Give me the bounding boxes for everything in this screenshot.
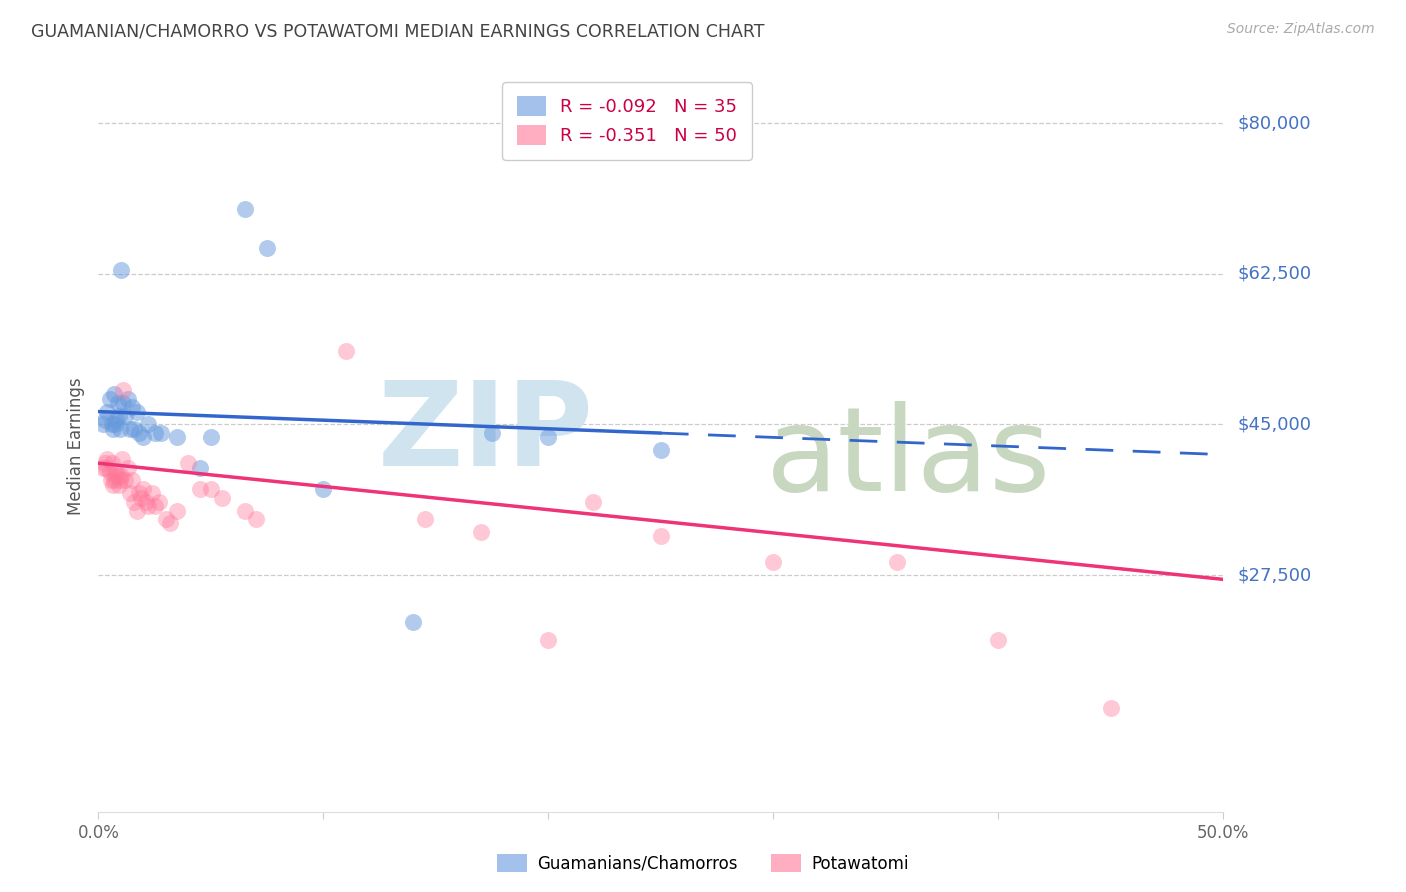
Point: [141, 486, 163, 500]
Point: [762, 555, 785, 569]
Point: [121, 401, 143, 415]
Point: [110, 262, 132, 277]
Point: [245, 512, 267, 526]
Point: [143, 426, 166, 441]
Point: [104, 417, 127, 432]
Point: [98, 392, 121, 406]
Point: [96, 460, 118, 475]
Point: [188, 482, 211, 496]
Point: [105, 413, 128, 427]
Point: [136, 417, 159, 432]
Point: [155, 512, 177, 526]
Text: GUAMANIAN/CHAMORRO VS POTAWATOMI MEDIAN EARNINGS CORRELATION CHART: GUAMANIAN/CHAMORRO VS POTAWATOMI MEDIAN …: [31, 22, 765, 40]
Point: [101, 477, 124, 491]
Point: [128, 486, 150, 500]
Text: ZIP: ZIP: [377, 376, 593, 491]
Text: $27,500: $27,500: [1237, 566, 1312, 584]
Point: [108, 474, 131, 488]
Point: [101, 417, 124, 432]
Text: atlas: atlas: [766, 401, 1050, 516]
Text: $45,000: $45,000: [1237, 416, 1312, 434]
Point: [481, 426, 503, 441]
Point: [96, 404, 118, 418]
Point: [987, 632, 1010, 647]
Point: [233, 202, 256, 217]
Text: Source: ZipAtlas.com: Source: ZipAtlas.com: [1227, 22, 1375, 37]
Point: [135, 495, 157, 509]
Point: [650, 529, 672, 543]
Legend: R = -0.092   N = 35, R = -0.351   N = 50: R = -0.092 N = 35, R = -0.351 N = 50: [502, 82, 752, 160]
Point: [107, 469, 129, 483]
Point: [402, 615, 425, 630]
Point: [582, 495, 605, 509]
Point: [111, 451, 134, 466]
Point: [105, 465, 128, 479]
Point: [114, 409, 136, 423]
Point: [112, 383, 135, 397]
Point: [94, 413, 117, 427]
Point: [98, 465, 121, 479]
Legend: Guamanians/Chamorros, Potawatomi: Guamanians/Chamorros, Potawatomi: [491, 847, 915, 880]
Point: [256, 241, 278, 255]
Point: [132, 430, 155, 444]
Point: [132, 482, 155, 496]
Point: [1099, 701, 1122, 715]
Point: [124, 422, 146, 436]
Point: [91, 417, 114, 432]
Point: [94, 456, 117, 470]
Point: [886, 555, 908, 569]
Point: [96, 451, 118, 466]
Point: [107, 409, 129, 423]
Point: [200, 430, 222, 444]
Point: [211, 491, 233, 505]
Point: [150, 426, 173, 441]
Point: [143, 500, 166, 514]
Point: [148, 495, 170, 509]
Point: [335, 344, 357, 359]
Point: [100, 474, 122, 488]
Text: $62,500: $62,500: [1237, 265, 1312, 283]
Point: [159, 516, 181, 531]
Point: [101, 422, 124, 436]
Point: [537, 632, 560, 647]
Point: [91, 460, 114, 475]
Point: [118, 422, 141, 436]
Point: [136, 500, 159, 514]
Point: [107, 477, 129, 491]
Point: [107, 396, 129, 410]
Point: [177, 456, 200, 470]
Point: [103, 387, 125, 401]
Point: [112, 396, 135, 410]
Point: [117, 392, 139, 406]
Point: [188, 460, 211, 475]
Point: [650, 443, 672, 458]
Point: [125, 404, 148, 418]
Y-axis label: Median Earnings: Median Earnings: [66, 377, 84, 515]
Point: [537, 430, 560, 444]
Point: [108, 422, 131, 436]
Point: [124, 495, 146, 509]
Point: [129, 491, 152, 505]
Point: [118, 486, 141, 500]
Text: $80,000: $80,000: [1237, 114, 1310, 132]
Point: [121, 474, 143, 488]
Point: [413, 512, 436, 526]
Point: [104, 469, 127, 483]
Point: [312, 482, 335, 496]
Point: [233, 503, 256, 517]
Point: [166, 503, 188, 517]
Point: [110, 469, 132, 483]
Point: [103, 474, 125, 488]
Point: [470, 524, 492, 539]
Point: [117, 460, 139, 475]
Point: [200, 482, 222, 496]
Point: [166, 430, 188, 444]
Point: [101, 456, 124, 470]
Point: [128, 426, 150, 441]
Point: [114, 474, 136, 488]
Point: [125, 503, 148, 517]
